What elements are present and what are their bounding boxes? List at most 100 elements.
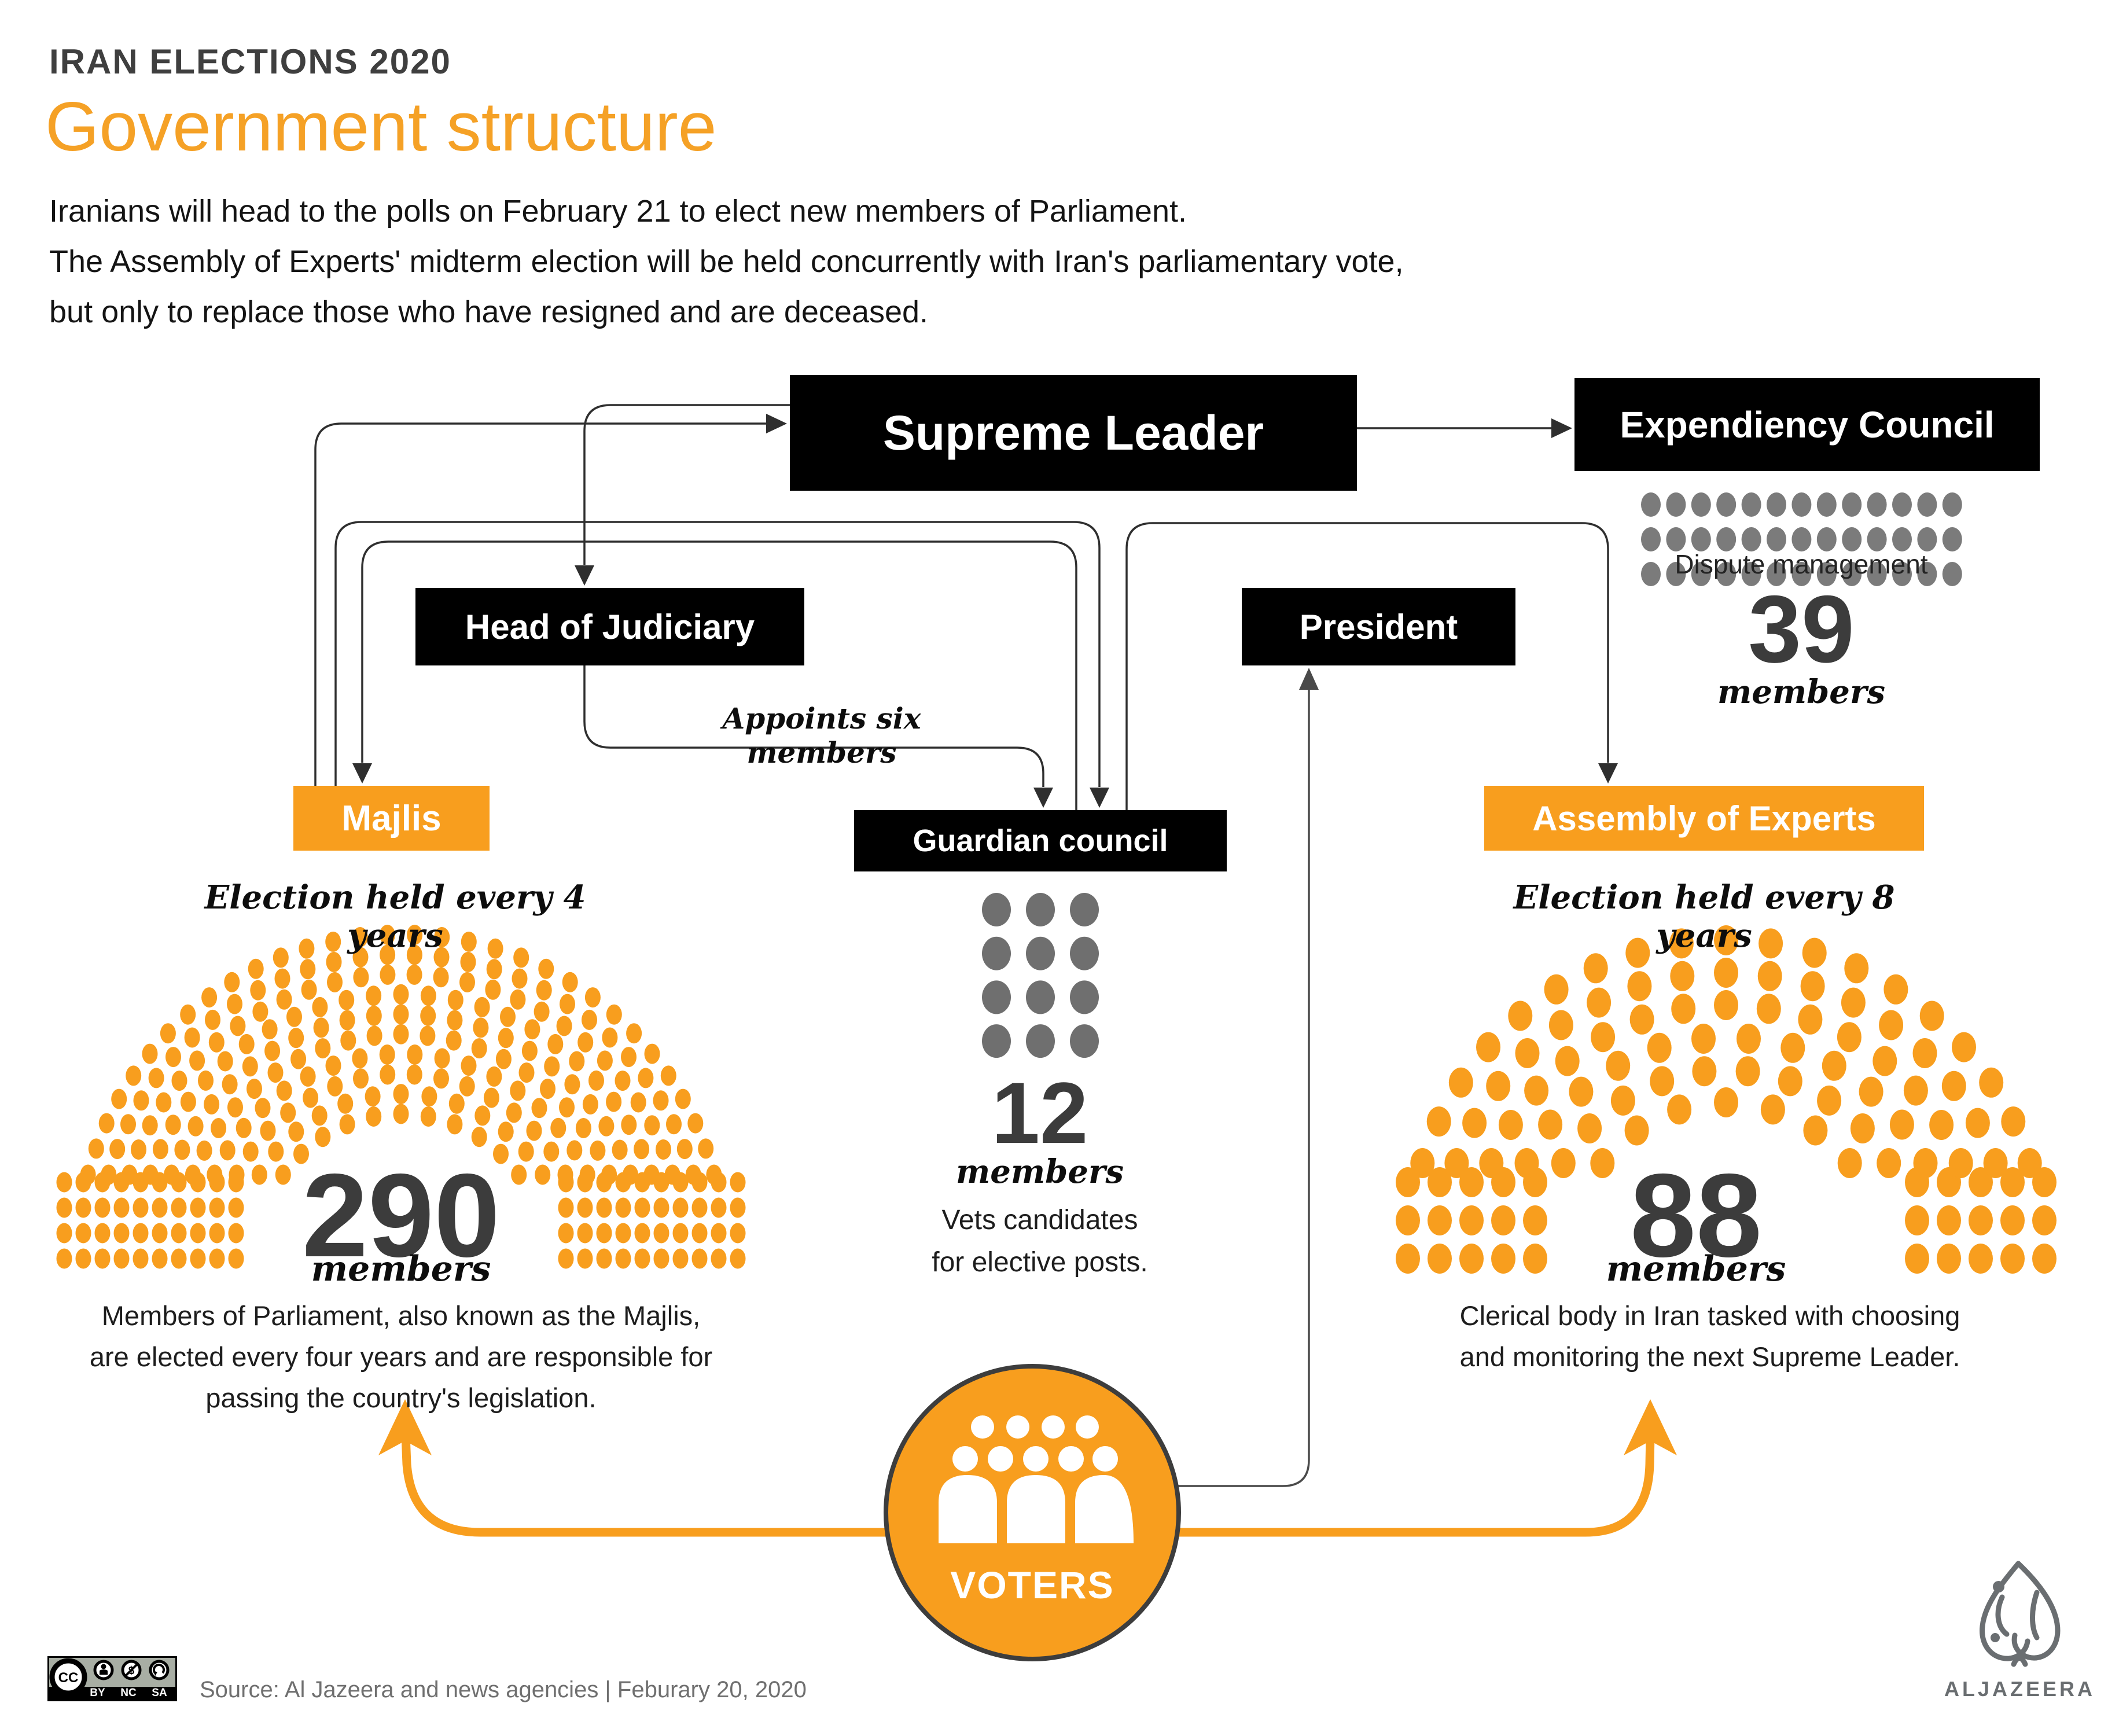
- majlis-seat-dot: [653, 1197, 669, 1218]
- edge-majlis-to-supreme-leader: [314, 422, 766, 786]
- majlis-seat-dot: [219, 1140, 236, 1161]
- edge-supreme-leader-to-judiciary: [583, 404, 790, 565]
- majlis-seat-dot: [262, 1019, 278, 1040]
- majlis-seat-dot: [588, 1070, 604, 1091]
- assembly-seat-dot: [1669, 928, 1694, 959]
- majlis-seat-dot: [275, 1164, 291, 1185]
- majlis-seat-dot: [380, 964, 396, 985]
- majlis-seat-dot: [538, 958, 554, 979]
- majlis-seat-dot: [204, 1094, 220, 1115]
- majlis-seat-dot: [300, 959, 316, 980]
- majlis-seat-dot: [598, 1116, 615, 1137]
- majlis-seat-dot: [615, 1223, 631, 1244]
- majlis-seat-dot: [196, 1140, 212, 1161]
- expediency-member-dot: [1767, 492, 1786, 517]
- majlis-seat-dot: [577, 1223, 593, 1244]
- assembly-seat-dot: [1396, 1205, 1420, 1235]
- expediency-member-dot: [1641, 562, 1661, 586]
- majlis-seat-dot: [133, 1223, 149, 1244]
- majlis-seat-dot: [485, 979, 501, 1000]
- majlis-seat-dot: [486, 959, 502, 980]
- majlis-seat-dot: [495, 1049, 512, 1069]
- assembly-seat-dot: [1969, 1167, 1993, 1197]
- majlis-seat-dot: [142, 1043, 158, 1064]
- majlis-seat-dot: [315, 1127, 331, 1147]
- expediency-member-dot: [1892, 562, 1912, 586]
- majlis-seat-dot: [242, 1141, 259, 1162]
- assembly-seat-dot: [1837, 1148, 1862, 1178]
- majlis-seat-dot: [420, 1005, 436, 1026]
- majlis-seat-dot: [448, 1093, 465, 1114]
- expediency-member-dot: [1816, 492, 1837, 517]
- majlis-seat-dot: [207, 1164, 223, 1185]
- assembly-seat-dot: [1428, 1167, 1452, 1197]
- majlis-seat-dot: [615, 1248, 631, 1269]
- expediency-member-dot: [1867, 562, 1887, 586]
- majlis-seat-dot: [644, 1043, 660, 1064]
- assembly-seat-dot: [1841, 987, 1866, 1018]
- majlis-seat-dot: [433, 947, 450, 968]
- assembly-seat-dot: [2000, 1244, 2025, 1274]
- majlis-seat-dot: [201, 987, 218, 1008]
- assembly-seat-dot: [1760, 1094, 1785, 1125]
- majlis-seat-dot: [518, 1141, 534, 1162]
- expediency-member-dot: [1791, 492, 1812, 517]
- majlis-seat-dot: [276, 1080, 292, 1101]
- majlis-seat-dot: [406, 964, 422, 985]
- majlis-seat-dot: [407, 1044, 423, 1065]
- majlis-seat-dot: [544, 1056, 560, 1077]
- assembly-seat-dot: [2032, 1167, 2057, 1197]
- assembly-seat-dot: [1448, 1067, 1473, 1098]
- majlis-seat-dot: [209, 1248, 225, 1269]
- majlis-seat-dot: [152, 1248, 168, 1269]
- guardian-member-dot: [982, 936, 1011, 970]
- expediency-member-dot: [1842, 492, 1862, 517]
- majlis-seat-dot: [434, 1048, 450, 1069]
- expediency-members-label: members: [1717, 673, 1885, 711]
- majlis-seat-dot: [165, 1047, 181, 1068]
- majlis-seat-dot: [433, 967, 449, 988]
- assembly-seat-dot: [1735, 1056, 1760, 1087]
- majlis-seat-dot: [474, 1105, 491, 1126]
- guardian-member-dot: [1026, 980, 1055, 1014]
- majlis-seat-dot: [315, 1038, 331, 1059]
- assembly-seat-dot: [1937, 1205, 1961, 1235]
- majlis-seat-dot: [109, 1139, 126, 1160]
- majlis-seat-dot: [255, 1098, 271, 1119]
- majlis-seat-dot: [301, 979, 317, 1000]
- majlis-seat-dot: [120, 1114, 136, 1135]
- majlis-seat-dot: [288, 1121, 304, 1142]
- majlis-seat-dot: [205, 1009, 220, 1030]
- assembly-seat-dot: [1591, 1022, 1616, 1053]
- majlis-seat-dot: [267, 1062, 284, 1083]
- majlis-seat-dot: [569, 1051, 585, 1072]
- assembly-seat-dot: [1969, 1205, 1993, 1235]
- majlis-seat-dot: [208, 1032, 225, 1053]
- assembly-seat-dot: [1523, 1205, 1547, 1235]
- edge-guardian-to-majlis: [361, 540, 1077, 810]
- guardian-member-dot: [982, 980, 1011, 1014]
- assembly-seat-dot: [1396, 1167, 1420, 1197]
- majlis-seat-dot: [80, 1164, 96, 1185]
- majlis-seat-dot: [353, 967, 369, 988]
- majlis-seat-dot: [366, 1025, 382, 1046]
- assembly-seat-dot: [1872, 1046, 1897, 1076]
- majlis-seat-dot: [621, 1047, 637, 1068]
- expediency-member-dot: [1816, 527, 1837, 551]
- expediency-member-dot: [1791, 562, 1812, 586]
- node-majlis: Majlis: [293, 786, 490, 851]
- majlis-seat-dot: [498, 1121, 514, 1142]
- majlis-seat-dot: [612, 1139, 628, 1160]
- majlis-seat-dot: [75, 1223, 91, 1244]
- cc-by-label: BY: [90, 1687, 105, 1699]
- assembly-seat-dot: [1877, 1148, 1901, 1178]
- majlis-seat-dot: [447, 990, 463, 1010]
- majlis-seat-dot: [564, 1074, 580, 1095]
- majlis-seat-dot: [75, 1197, 91, 1218]
- aljazeera-logo: ALJAZEERA: [1944, 1557, 2095, 1707]
- majlis-seat-dot: [664, 1164, 680, 1185]
- assembly-seat-dot: [1941, 1071, 1966, 1101]
- majlis-seat-dot: [313, 1017, 329, 1038]
- majlis-desc-line: passing the country's legislation.: [205, 1382, 597, 1413]
- guardian-member-dot: [1070, 893, 1099, 926]
